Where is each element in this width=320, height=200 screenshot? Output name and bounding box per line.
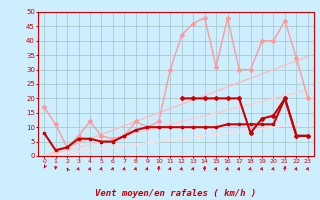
Text: Vent moyen/en rafales ( km/h ): Vent moyen/en rafales ( km/h ) [95, 189, 257, 198]
